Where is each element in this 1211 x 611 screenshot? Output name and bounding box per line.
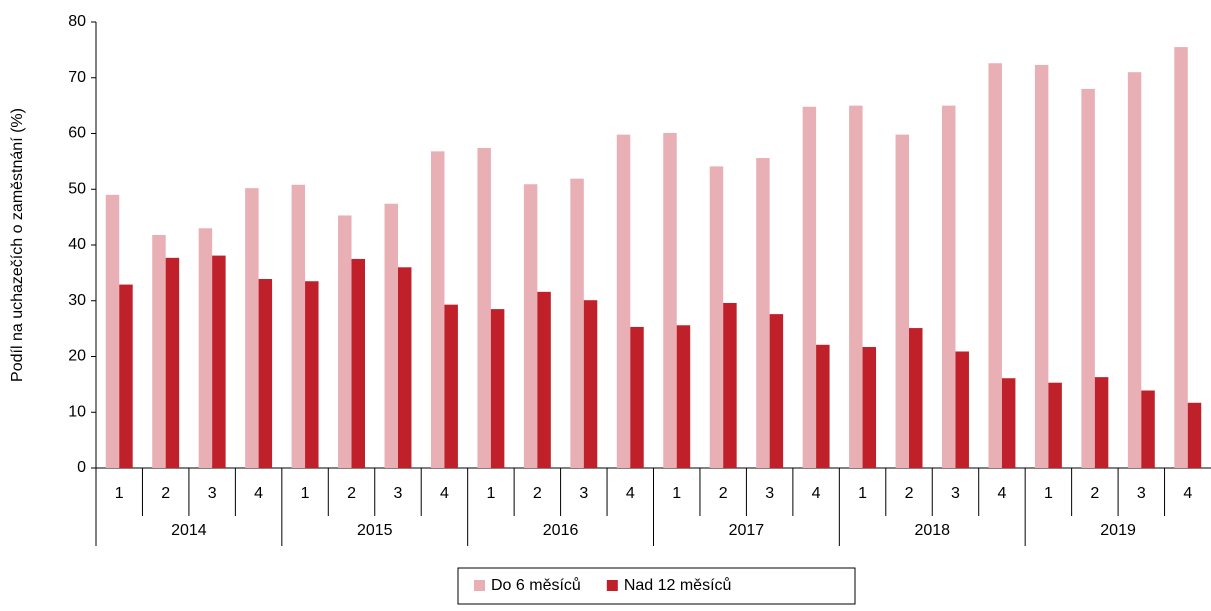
bar [769,314,784,468]
bar [663,132,677,468]
bar [909,328,923,468]
bar [1174,47,1188,469]
x-tick-label: 3 [208,485,217,502]
group-label: 2016 [543,522,579,539]
bar [305,281,319,468]
bar [384,203,398,468]
x-tick-label: 3 [579,485,588,502]
bar [444,304,458,468]
bar [1187,402,1202,468]
group-label: 2019 [1100,522,1136,539]
x-tick-label: 2 [161,485,170,502]
x-tick-label: 1 [301,485,310,502]
x-tick-label: 3 [951,485,960,502]
bar [849,105,863,468]
bar [477,147,491,468]
x-tick-label: 2 [347,485,356,502]
x-tick-label: 2 [1090,485,1099,502]
y-tick-label: 70 [68,69,86,86]
bar [802,106,817,469]
x-tick-label: 4 [254,485,263,502]
bar [1081,88,1095,469]
bar [291,184,306,469]
x-tick-label: 1 [1044,485,1053,502]
bar [165,257,180,468]
bar [942,105,956,468]
y-tick-label: 0 [77,459,86,476]
bar [1094,377,1109,468]
x-tick-label: 4 [997,485,1006,502]
x-tick-label: 1 [486,485,495,502]
group-label: 2014 [171,522,207,539]
x-tick-label: 1 [115,485,124,502]
y-tick-label: 60 [68,125,86,142]
bar [258,279,273,468]
legend-label: Do 6 měsíců [491,576,581,594]
bar [630,326,644,468]
bar [105,194,120,468]
bar [430,151,445,468]
legend-swatch [474,580,485,591]
bar [1034,64,1049,469]
bar [723,302,737,468]
bar [1001,378,1016,468]
x-tick-label: 2 [719,485,728,502]
x-tick-label: 2 [905,485,914,502]
bar [583,300,598,468]
group-label: 2018 [914,522,950,539]
bar [616,134,631,469]
bar [1048,382,1062,468]
bar [397,267,412,468]
x-tick-label: 3 [765,485,774,502]
legend-label: Nad 12 měsíců [624,576,732,594]
y-tick-label: 80 [68,13,86,30]
x-tick-label: 3 [394,485,403,502]
bar [245,188,259,468]
x-tick-label: 2 [533,485,542,502]
bar [895,134,910,469]
bar [1141,390,1155,468]
y-tick-label: 40 [68,236,86,253]
bar [490,309,505,468]
group-label: 2017 [729,522,765,539]
bar [676,325,691,468]
bar [198,228,213,468]
legend-box [457,567,856,605]
x-tick-label: 4 [812,485,821,502]
x-tick-label: 4 [1183,485,1192,502]
bar [955,351,969,468]
bar [988,63,1002,468]
y-tick-label: 20 [68,348,86,365]
bar [119,284,133,468]
x-tick-label: 3 [1137,485,1146,502]
bar [152,234,166,468]
bar [570,178,584,468]
bar [523,184,538,469]
y-tick-label: 10 [68,403,86,420]
x-tick-label: 4 [440,485,449,502]
x-tick-label: 1 [672,485,681,502]
x-tick-label: 4 [626,485,635,502]
y-tick-label: 30 [68,292,86,309]
bar [709,166,724,468]
bar [212,255,226,468]
bar [1127,72,1142,469]
bar [351,258,365,468]
bar [756,158,770,468]
y-axis-label: Podíl na uchazečích o zaměstnání (%) [9,108,26,382]
bar [537,291,551,468]
x-tick-label: 1 [858,485,867,502]
group-label: 2015 [357,522,393,539]
bar [338,215,352,468]
bar [816,344,830,468]
bar [862,347,877,468]
y-tick-label: 50 [68,180,86,197]
legend-swatch [606,580,618,591]
